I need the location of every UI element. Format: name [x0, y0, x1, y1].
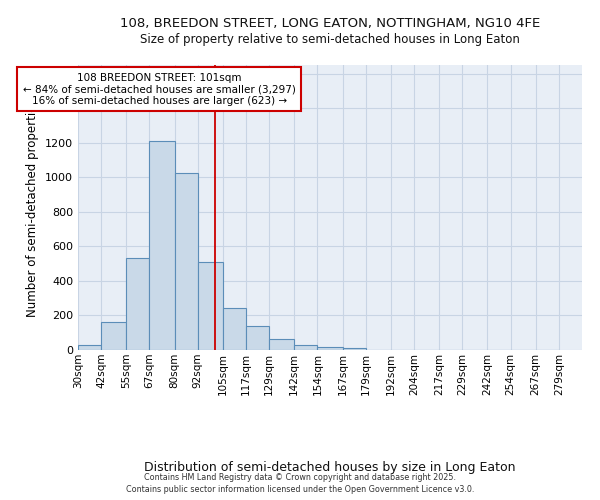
Bar: [198, 262, 223, 350]
Bar: [294, 345, 317, 350]
Bar: [269, 339, 294, 350]
Bar: [223, 308, 246, 350]
Bar: [246, 326, 269, 350]
Text: Contains HM Land Registry data © Crown copyright and database right 2025.
Contai: Contains HM Land Registry data © Crown c…: [126, 472, 474, 494]
Bar: [317, 346, 343, 350]
Y-axis label: Number of semi-detached properties: Number of semi-detached properties: [26, 98, 40, 317]
Text: 108 BREEDON STREET: 101sqm
← 84% of semi-detached houses are smaller (3,297)
16%: 108 BREEDON STREET: 101sqm ← 84% of semi…: [23, 72, 296, 106]
Text: Distribution of semi-detached houses by size in Long Eaton: Distribution of semi-detached houses by …: [144, 461, 516, 474]
Bar: [78, 345, 101, 350]
Text: Size of property relative to semi-detached houses in Long Eaton: Size of property relative to semi-detach…: [140, 32, 520, 46]
Bar: [149, 141, 175, 350]
Bar: [101, 322, 126, 350]
Bar: [126, 258, 149, 350]
Bar: [175, 173, 198, 350]
Text: 108, BREEDON STREET, LONG EATON, NOTTINGHAM, NG10 4FE: 108, BREEDON STREET, LONG EATON, NOTTING…: [120, 18, 540, 30]
Bar: [343, 348, 366, 350]
